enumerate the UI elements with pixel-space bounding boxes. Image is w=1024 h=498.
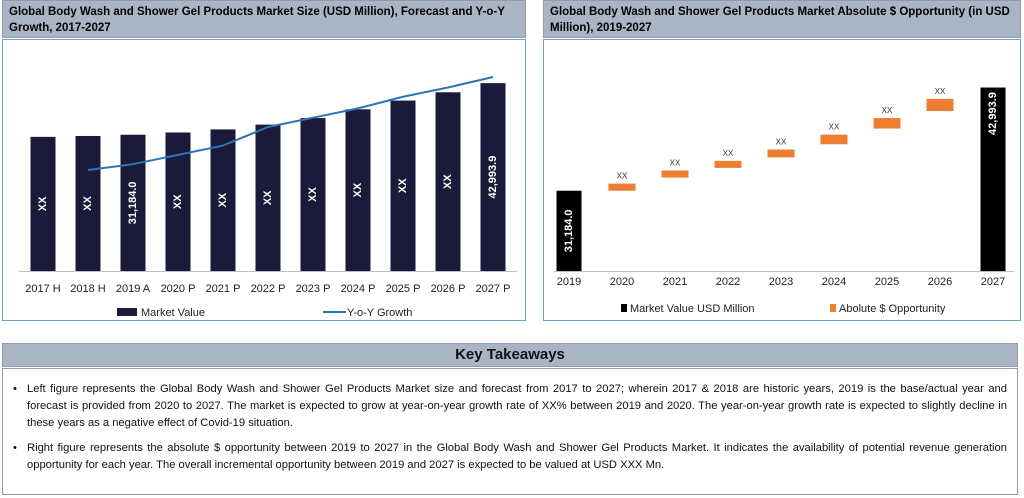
opportunity-step-bar [873,118,901,129]
opportunity-step-bar [926,98,954,112]
x-tick-label: 2021 [663,276,687,288]
bar-data-label: 42,993.9 [487,156,499,199]
legend-market-value-label: Market Value [141,307,205,319]
legend-total-swatch [621,304,627,312]
market-size-chart-panel: XX 2017 H XX 2018 H 31,184.0 2019 A XX 2020 P XX… [2,39,526,321]
key-takeaways-title: Key Takeaways [2,343,1018,367]
x-tick-label: 2018 H [70,283,106,295]
legend-total-label: Market Value USD Million [630,303,755,315]
market-value-bar [30,136,56,271]
bar-data-label: XX [262,190,274,205]
opportunity-step-bar [820,134,848,145]
market-value-bar [435,92,461,271]
right-chart-title: Global Body Wash and Shower Gel Products… [543,0,1021,38]
x-tick-label: 2022 [716,276,740,288]
step-data-label: XX [935,87,946,96]
total-bar-label: 42,993.9 [987,92,999,135]
market-value-bar [345,109,371,272]
bar-data-label: XX [217,192,229,207]
market-value-bar [255,124,281,271]
market-size-chart: XX 2017 H XX 2018 H 31,184.0 2019 A XX 2020 P XX… [19,76,517,319]
step-data-label: XX [776,138,787,147]
x-tick-label: 2021 P [206,283,241,295]
bullet-icon: • [13,442,17,454]
opportunity-step-bar [767,149,795,158]
key-takeaways-body: • Left figure represents the Global Body… [2,368,1018,495]
bar-data-label: XX [172,194,184,209]
market-value-bar [120,134,146,271]
total-bar-label: 31,184.0 [563,209,575,252]
step-data-label: XX [882,106,893,115]
x-tick-label: 2026 [928,276,952,288]
legend-step-swatch [830,304,836,312]
bar-data-label: XX [397,178,409,193]
legend-growth-label: Y-o-Y Growth [347,307,412,319]
x-tick-label: 2025 P [386,283,421,295]
market-value-bar [75,135,101,271]
x-tick-label: 2024 P [341,283,376,295]
x-tick-label: 2026 P [431,283,466,295]
x-tick-label: 2019 A [116,283,151,295]
market-value-bar [390,100,416,271]
x-tick-label: 2020 P [161,283,196,295]
step-data-label: XX [829,123,840,132]
x-tick-label: 2017 H [25,283,61,295]
bar-data-label: XX [442,174,454,189]
bar-data-label: XX [307,187,319,202]
left-chart-title: Global Body Wash and Shower Gel Products… [2,0,526,38]
takeaway-text: Right figure represents the absolute $ o… [27,442,1007,471]
x-tick-label: 2024 [822,276,846,288]
x-tick-label: 2020 [610,276,634,288]
opportunity-chart-panel: 2019 2020 2021 2022 2023 2024 2025 2026 2027 31,1… [543,39,1021,321]
bar-data-label: XX [37,196,49,211]
opportunity-step-bar [714,160,742,168]
bullet-icon: • [13,383,17,395]
total-market-bar [980,87,1006,271]
step-data-label: XX [670,159,681,168]
legend-step-label: Abolute $ Opportunity [839,303,946,315]
opportunity-step-bar [608,183,636,191]
x-tick-label: 2019 [557,276,581,288]
takeaway-text: Left figure represents the Global Body W… [27,383,1007,429]
step-data-label: XX [723,149,734,158]
yoy-growth-line [87,76,494,171]
bar-data-label: 31,184.0 [127,181,139,224]
takeaway-bullet-right: • Right figure represents the absolute $… [13,440,1007,474]
total-market-bar [556,190,582,271]
opportunity-step-bar [661,170,689,178]
step-data-label: XX [617,172,628,181]
market-value-bar [480,83,506,271]
x-tick-label: 2025 [875,276,899,288]
x-tick-label: 2023 [769,276,793,288]
x-tick-label: 2023 P [296,283,331,295]
x-tick-label: 2027 P [476,283,511,295]
market-value-bar [300,118,326,271]
opportunity-chart: 2019 2020 2021 2022 2023 2024 2025 2026 2027 31,1… [554,87,1014,315]
x-tick-label: 2027 [981,276,1005,288]
market-value-bar [210,129,236,271]
takeaway-bullet-left: • Left figure represents the Global Body… [13,381,1007,432]
x-tick-label: 2022 P [251,283,286,295]
bar-data-label: XX [82,195,94,210]
legend-market-value-swatch [117,308,137,316]
bar-data-label: XX [352,182,364,197]
